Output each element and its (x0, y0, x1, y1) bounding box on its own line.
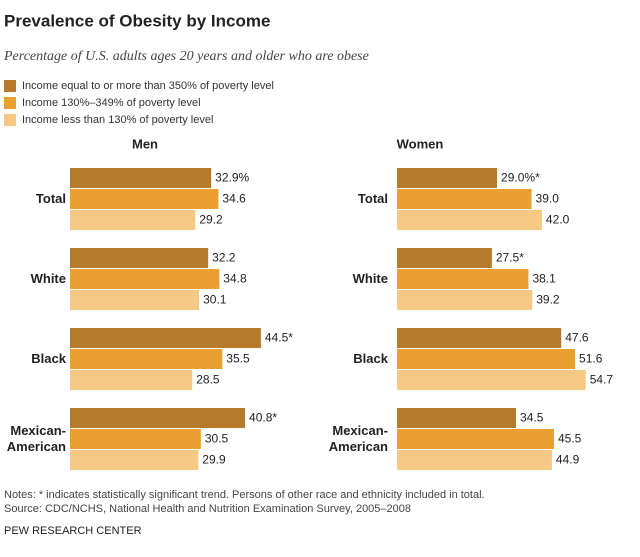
category-label: Total (35, 191, 66, 206)
credit: PEW RESEARCH CENTER (4, 525, 142, 537)
source: Source: CDC/NCHS, National Health and Nu… (4, 503, 411, 515)
bar (397, 269, 529, 289)
category-label: White (30, 271, 66, 286)
category-label: Mexican-American (6, 423, 66, 454)
bar (70, 450, 199, 470)
bar (397, 328, 562, 348)
panel-title: Women (397, 136, 444, 151)
category-label: Black (31, 351, 66, 366)
legend-swatch (4, 97, 16, 109)
value-label: 34.5 (520, 411, 544, 425)
bar (70, 248, 209, 268)
bar (397, 370, 586, 390)
bar (70, 328, 261, 348)
legend-swatch (4, 80, 16, 92)
bar (397, 450, 552, 470)
value-label: 40.8* (249, 411, 277, 425)
value-label: 30.1 (203, 293, 227, 307)
value-label: 32.2 (212, 251, 236, 265)
legend-label: Income equal to or more than 350% of pov… (22, 80, 274, 92)
panel-title: Men (132, 136, 158, 151)
value-label: 29.0%* (501, 171, 540, 185)
value-label: 34.8 (223, 272, 247, 286)
bar (397, 189, 532, 209)
bar (70, 370, 193, 390)
value-label: 34.6 (222, 192, 246, 206)
value-label: 27.5* (496, 251, 524, 265)
value-label: 54.7 (590, 373, 614, 387)
value-label: 28.5 (196, 373, 220, 387)
bar (397, 349, 576, 369)
bar (70, 290, 200, 310)
value-label: 45.5 (558, 432, 582, 446)
legend-swatch (4, 114, 16, 126)
value-label: 42.0 (546, 213, 570, 227)
legend-label: Income 130%–349% of poverty level (22, 97, 201, 109)
bar (70, 408, 246, 428)
bar (397, 248, 492, 268)
subtitle: Percentage of U.S. adults ages 20 years … (3, 49, 369, 64)
value-label: 29.2 (199, 213, 223, 227)
notes: Notes: * indicates statistically signifi… (4, 489, 485, 501)
bar (397, 408, 517, 428)
bar (70, 269, 220, 289)
value-label: 51.6 (579, 352, 603, 366)
bar (70, 210, 196, 230)
value-label: 44.9 (556, 453, 580, 467)
legend-label: Income less than 130% of poverty level (22, 114, 213, 126)
category-label: Black (353, 351, 388, 366)
bar (397, 168, 498, 188)
bar (397, 290, 533, 310)
value-label: 29.9 (202, 453, 226, 467)
value-label: 38.1 (532, 272, 556, 286)
category-label: Total (357, 191, 388, 206)
value-label: 44.5* (265, 331, 293, 345)
title: Prevalence of Obesity by Income (4, 11, 270, 30)
bar (70, 189, 219, 209)
bar (70, 349, 223, 369)
bar (70, 168, 212, 188)
bar (397, 210, 542, 230)
value-label: 47.6 (565, 331, 589, 345)
value-label: 35.5 (226, 352, 250, 366)
bar (397, 429, 554, 449)
bar (70, 429, 201, 449)
category-label: White (352, 271, 388, 286)
value-label: 32.9% (215, 171, 249, 185)
category-label: Mexican-American (328, 423, 388, 454)
value-label: 30.5 (205, 432, 229, 446)
value-label: 39.2 (536, 293, 560, 307)
value-label: 39.0 (536, 192, 560, 206)
